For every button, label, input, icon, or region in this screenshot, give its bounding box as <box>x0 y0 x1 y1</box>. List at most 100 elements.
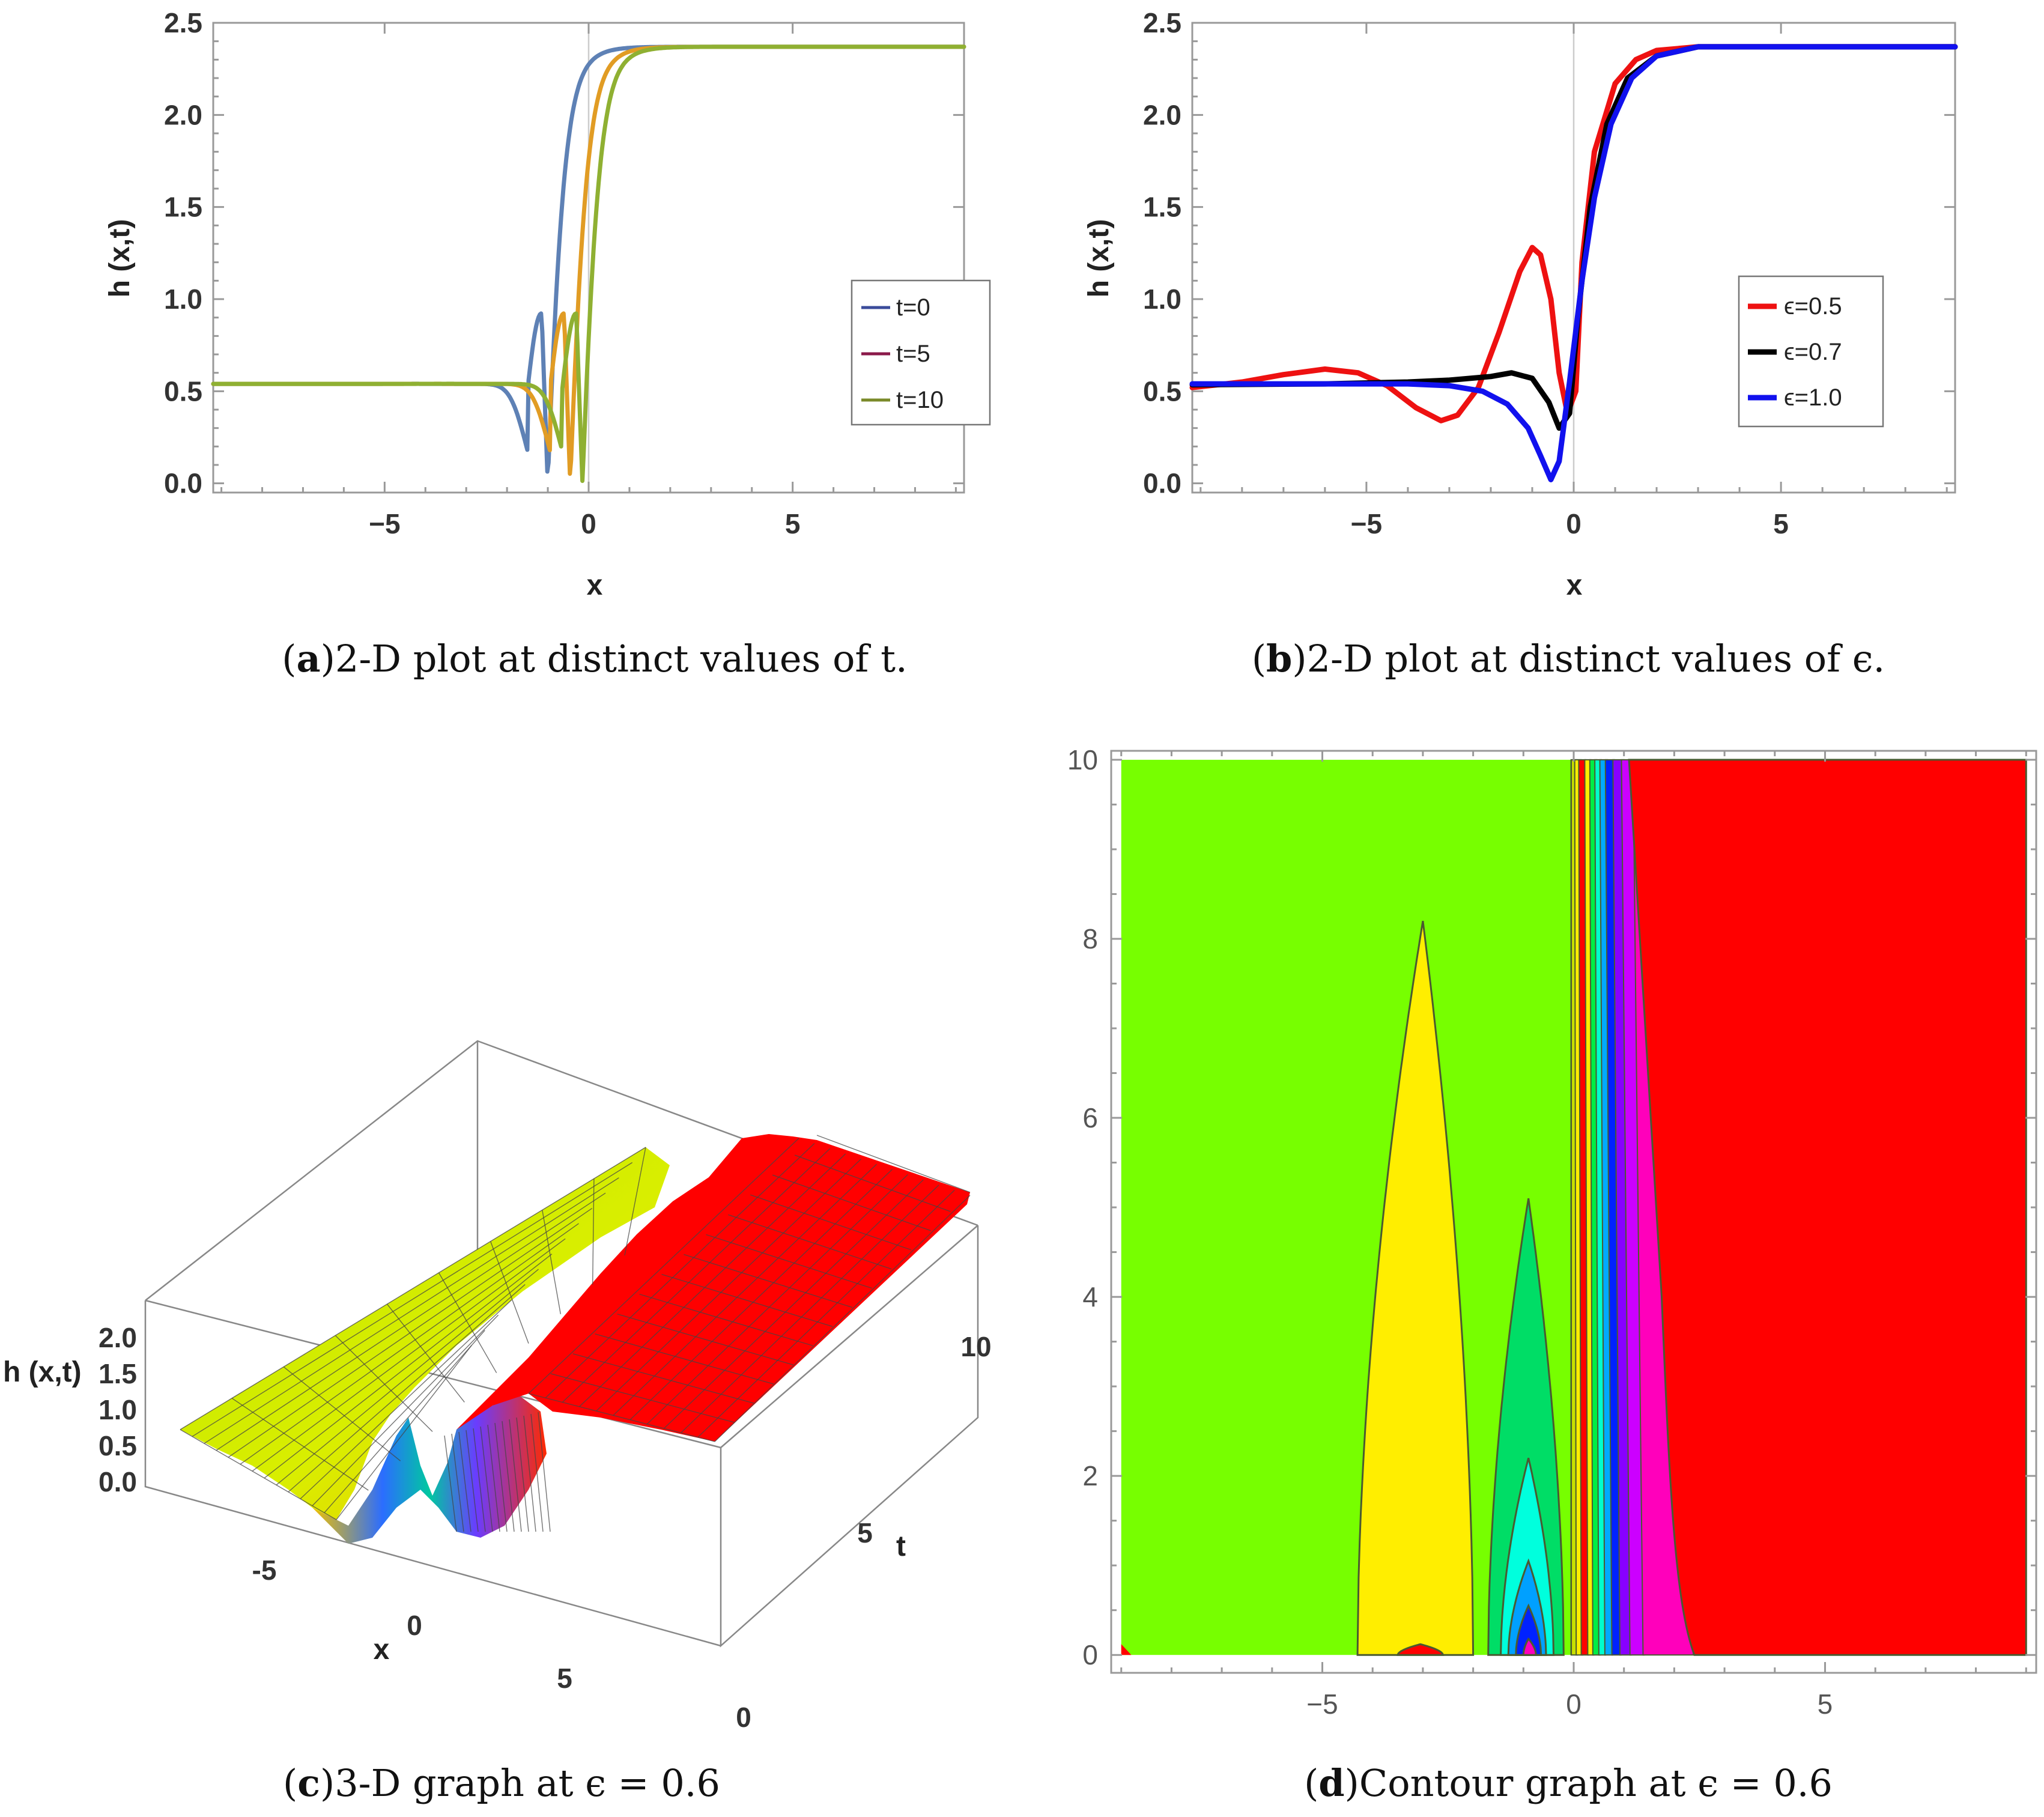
z-tick-label-3: 1.5 <box>99 1358 137 1389</box>
surface-right-plateau <box>456 1134 970 1442</box>
mesh-line <box>530 1413 544 1532</box>
x-tick-label-c-1: 0 <box>407 1610 422 1641</box>
mesh-line <box>681 1185 939 1433</box>
mesh-line <box>613 1163 878 1416</box>
region-yellow-peak <box>1356 920 1475 1656</box>
legend-label-eps10: ϵ=1.0 <box>1784 384 1842 411</box>
t-tick-label-0: 0 <box>736 1702 751 1733</box>
mesh-line <box>550 1373 735 1423</box>
x-axis-title-c: x <box>374 1634 390 1666</box>
mesh-line <box>728 1214 892 1270</box>
caption-b: (b)2-D plot at distinct values of ϵ. <box>1252 637 1885 681</box>
mesh-line <box>661 1273 833 1327</box>
chart-panel-a: −5 0 5 0.0 0.5 1.0 1.5 2.0 2.5 x h (x,t) t=0 t=5… <box>104 7 991 681</box>
mesh-line <box>579 1153 846 1407</box>
series-line-a-2 <box>211 44 966 484</box>
plot-area-b: −5 0 5 0.0 0.5 1.0 1.5 2.0 2.5 <box>1143 7 1958 539</box>
mesh-line <box>444 1435 457 1532</box>
x-tick-label-a-2: 5 <box>785 508 801 539</box>
mesh-line <box>596 1159 862 1412</box>
region-corner-spot <box>1121 1644 1132 1655</box>
mesh-line <box>750 1194 912 1251</box>
mesh-line <box>572 1353 754 1404</box>
mesh-line <box>490 1241 529 1344</box>
chart-panel-b: −5 0 5 0.0 0.5 1.0 1.5 2.0 2.5 x h (x,t) ϵ=0.5 ϵ… <box>1083 7 1958 681</box>
legend-label-t10: t=10 <box>896 387 944 413</box>
mesh-line <box>466 1430 479 1532</box>
mesh-line <box>180 1147 646 1430</box>
caption-c: (c)3-D graph at ϵ = 0.6 <box>283 1761 720 1805</box>
chart-panel-d: −5 0 5 0 2 4 6 8 10 (d)Contour graph at ϵ = 0.6 <box>1067 744 2037 1805</box>
mesh-line <box>502 1421 515 1532</box>
x-tick-label-a-0: −5 <box>369 508 400 539</box>
mesh-line <box>300 1299 512 1499</box>
mesh-line <box>252 1238 566 1472</box>
mesh-line <box>473 1428 486 1532</box>
x-tick-label-b-2: 5 <box>1773 508 1789 539</box>
z-tick-label-4: 2.0 <box>99 1322 137 1353</box>
mesh-line <box>509 1419 522 1532</box>
t-axis-c: 0 5 10 t <box>736 1331 991 1733</box>
y-axis-title-b: h (x,t) <box>1083 219 1115 298</box>
y-tick-label-d-3: 6 <box>1082 1102 1098 1133</box>
y-tick-label-b-0: 0.0 <box>1143 468 1181 499</box>
y-tick-label-d-1: 2 <box>1082 1460 1098 1491</box>
t-tick-label-2: 10 <box>960 1331 991 1362</box>
mesh-line <box>288 1284 526 1493</box>
x-tick-label-b-0: −5 <box>1351 508 1382 539</box>
legend-label-eps07: ϵ=0.7 <box>1784 339 1842 365</box>
t-tick-label-1: 5 <box>857 1517 873 1549</box>
mesh-line <box>276 1269 539 1485</box>
mesh-line <box>240 1223 579 1465</box>
mesh-line <box>624 1147 646 1256</box>
mesh-line <box>629 1169 893 1421</box>
z-axis-c: 0.0 0.5 1.0 1.5 2.0 h (x,t) <box>3 1322 137 1497</box>
mesh-line <box>714 1195 971 1442</box>
mesh-line <box>264 1254 553 1479</box>
mesh-line <box>542 1210 562 1314</box>
caption-d: (d)Contour graph at ϵ = 0.6 <box>1304 1761 1833 1805</box>
z-tick-label-1: 0.5 <box>99 1430 137 1461</box>
mesh-line <box>451 1433 464 1532</box>
legend-b: ϵ=0.5 ϵ=0.7 ϵ=1.0 <box>1738 275 1884 428</box>
y-tick-label-b-3: 1.5 <box>1143 192 1181 223</box>
x-tick-label-c-0: -5 <box>252 1555 277 1586</box>
mesh-line <box>772 1174 931 1231</box>
mesh-line <box>312 1314 499 1506</box>
mesh-line <box>697 1189 955 1438</box>
region-red-right <box>1628 759 2027 1656</box>
mesh-line <box>458 1431 472 1532</box>
mesh-line <box>516 1417 529 1532</box>
y-tick-label-b-2: 1.0 <box>1143 284 1181 315</box>
z-tick-label-0: 0.0 <box>99 1466 137 1497</box>
series-line-b-2 <box>1189 44 1958 482</box>
mesh-line <box>639 1293 813 1347</box>
y-tick-label-d-0: 0 <box>1082 1639 1098 1670</box>
x-axis-title-a: x <box>587 569 603 601</box>
mesh-line <box>335 1335 433 1432</box>
caption-a: (a)2-D plot at distinct values of t. <box>282 637 907 681</box>
x-tick-label-d-0: −5 <box>1306 1688 1338 1720</box>
y-axis-title-a: h (x,t) <box>104 219 136 298</box>
mesh-line <box>592 1178 595 1285</box>
mesh-line <box>494 1422 508 1532</box>
contour-plot-area: −5 0 5 0 2 4 6 8 10 <box>1067 744 2037 1720</box>
x-tick-label-c-2: 5 <box>557 1663 572 1694</box>
legend-a: t=0 t=5 t=10 <box>851 279 991 426</box>
x-tick-label-b-1: 0 <box>1566 508 1582 539</box>
x-tick-label-d-2: 5 <box>1818 1688 1833 1720</box>
mesh-line <box>646 1174 908 1425</box>
series-line-b-0 <box>1189 44 1958 423</box>
legend-label-t5: t=5 <box>896 341 930 367</box>
mesh-line <box>487 1424 500 1532</box>
region-red-spot <box>1397 1643 1445 1656</box>
plot-area-a: −5 0 5 0.0 0.5 1.0 1.5 2.0 2.5 <box>164 7 966 539</box>
mesh-line <box>336 1345 472 1520</box>
y-tick-label-a-2: 1.0 <box>164 284 202 315</box>
mesh-line <box>216 1192 606 1451</box>
mesh-line <box>663 1179 924 1429</box>
mesh-line <box>283 1367 401 1461</box>
surface-3d <box>180 1134 971 1544</box>
legend-label-eps05: ϵ=0.5 <box>1784 293 1842 320</box>
y-tick-label-d-2: 4 <box>1082 1281 1098 1312</box>
